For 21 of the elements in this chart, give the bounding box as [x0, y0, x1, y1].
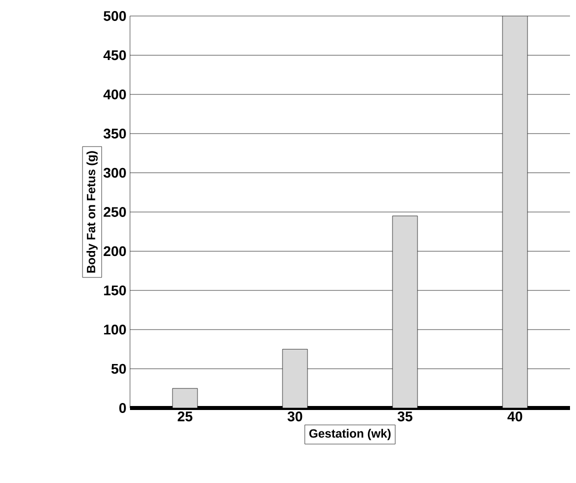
y-tick-label: 250 [104, 207, 126, 217]
bar [282, 349, 308, 408]
bar [392, 216, 418, 408]
y-tick-label: 100 [104, 324, 126, 335]
y-tick-label: 450 [103, 50, 126, 60]
y-tick-label: 400 [103, 89, 126, 100]
y-tick-label: 350 [104, 128, 126, 139]
y-tick-label: 500 [104, 11, 126, 21]
y-tick-label: 0 [119, 403, 126, 413]
x-tick-label: 40 [507, 412, 522, 422]
x-axis-title: Gestation (wk) [309, 428, 391, 440]
bar [502, 16, 528, 408]
x-tick-label: 30 [288, 412, 302, 422]
y-tick-label: 200 [104, 246, 126, 256]
y-axis-title: Body Fat on Fetus (g) [86, 151, 98, 273]
y-tick-label: 150 [104, 285, 126, 296]
x-tick-label: 35 [398, 412, 412, 422]
bar [172, 388, 198, 408]
y-tick-label: 50 [111, 364, 126, 374]
y-tick-label: 300 [104, 168, 126, 178]
x-tick-label: 25 [178, 412, 192, 422]
